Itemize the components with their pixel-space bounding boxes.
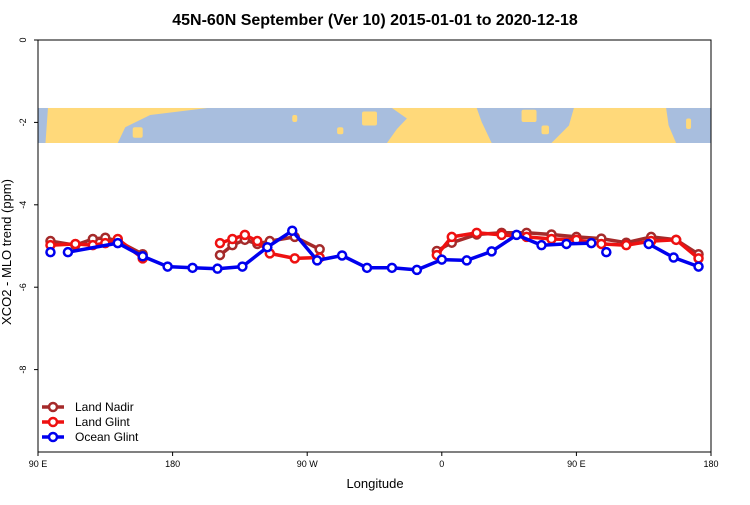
- series-2-point-10: [311, 255, 323, 266]
- ocean-pacific: [117, 107, 407, 143]
- map-island-1: [292, 114, 298, 122]
- y-axis-label: XCO2 - MLO trend (ppm): [0, 179, 14, 325]
- series-2-point-3: [137, 251, 148, 262]
- map-island-3: [362, 111, 377, 126]
- series-2-point-4: [162, 261, 173, 272]
- series-1-point-18: [546, 233, 557, 245]
- series-2-point-0: [45, 246, 56, 258]
- x-tick-label-2: 90 W: [297, 459, 319, 469]
- series-2-point-20: [561, 238, 572, 250]
- legend-label-1: Land Glint: [75, 415, 130, 429]
- legend-marker-0: [47, 401, 59, 413]
- series-1-point-23: [670, 234, 682, 246]
- x-axis: 90 E 180 90 W 0 90 E 180: [29, 452, 719, 469]
- series-1-point-15: [471, 227, 482, 239]
- series-2-point-11: [336, 250, 348, 261]
- y-tick-label-0: 0: [18, 37, 28, 42]
- series-2-point-15: [436, 254, 448, 265]
- world-map-band: [38, 107, 711, 143]
- ocean-atlantic: [476, 107, 574, 143]
- y-tick-label-3: -6: [18, 283, 28, 291]
- x-tick-label-5: 180: [703, 459, 718, 469]
- y-tick-label-2: -4: [18, 201, 28, 209]
- series-1-point-24: [693, 253, 704, 264]
- series-2-point-23: [643, 238, 654, 250]
- series-1-point-16: [496, 229, 507, 241]
- series-2-point-16: [461, 255, 472, 266]
- y-tick-label-4: -8: [18, 366, 28, 374]
- series-1-point-20: [596, 238, 607, 250]
- legend-marker-2: [47, 431, 59, 443]
- series-2-point-5: [187, 262, 198, 274]
- map-island-4: [521, 109, 537, 122]
- series-1-point-11: [289, 253, 300, 264]
- series-1-point-7: [227, 233, 238, 245]
- series-2-point-17: [486, 246, 497, 257]
- series-2-point-21: [586, 237, 597, 249]
- ocean-west-edge: [38, 107, 48, 143]
- series-2-point-7: [237, 261, 248, 272]
- legend-marker-1: [47, 416, 59, 428]
- legend-label-2: Ocean Glint: [75, 430, 139, 444]
- series-layer: [45, 225, 704, 276]
- series-2: [45, 225, 704, 276]
- y-axis: 0 -2 -4 -6 -8: [18, 37, 38, 374]
- series-2-point-18: [511, 229, 522, 241]
- series-0-point-12: [314, 244, 325, 255]
- legend-label-0: Land Nadir: [75, 400, 134, 414]
- series-2-point-6: [212, 263, 223, 274]
- x-tick-label-0: 90 E: [29, 459, 48, 469]
- plot-frame: [37, 39, 712, 453]
- series-2-point-19: [536, 239, 547, 251]
- series-2-point-25: [693, 261, 704, 272]
- series-1-point-9: [252, 235, 263, 247]
- series-2-point-9: [286, 225, 298, 237]
- series-2-point-14: [411, 264, 423, 276]
- chart-title: 45N-60N September (Ver 10) 2015-01-01 to…: [172, 12, 578, 29]
- series-2-point-22: [601, 246, 612, 258]
- series-1-point-21: [621, 239, 632, 251]
- series-1-point-1: [70, 238, 81, 250]
- map-island-0: [132, 127, 143, 138]
- x-tick-label-1: 180: [165, 459, 180, 469]
- x-axis-label: Longitude: [346, 476, 403, 491]
- y-tick-label-1: -2: [18, 118, 28, 126]
- series-1-point-14: [446, 231, 458, 243]
- x-tick-label-3: 0: [439, 459, 444, 469]
- x-tick-label-4: 90 E: [567, 459, 586, 469]
- series-2-point-8: [262, 241, 273, 253]
- map-island-6: [686, 118, 692, 129]
- series-2-point-12: [361, 262, 373, 274]
- series-2-point-1: [62, 246, 74, 258]
- series-2-point-13: [386, 262, 398, 274]
- map-island-2: [337, 127, 344, 135]
- series-2-point-2: [112, 237, 124, 249]
- series-2-point-24: [668, 252, 679, 263]
- map-island-5: [541, 125, 549, 135]
- series-1-point-8: [239, 229, 251, 241]
- series-1-point-6: [214, 237, 226, 249]
- series-0-point-6: [214, 249, 226, 261]
